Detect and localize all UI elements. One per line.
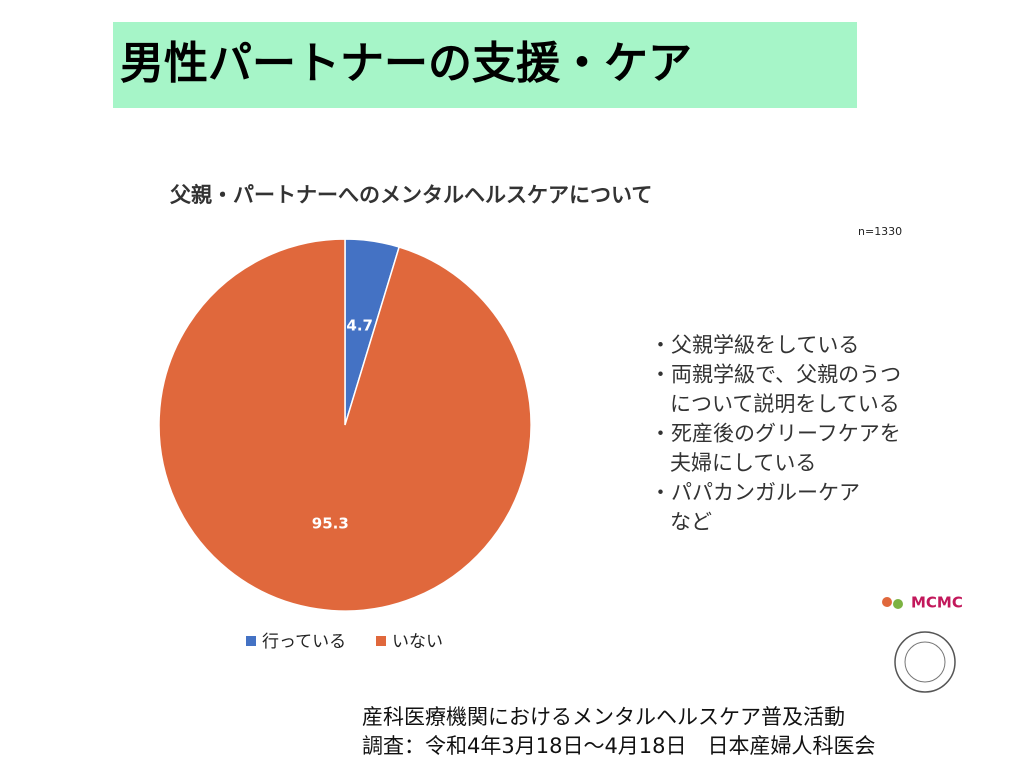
legend-label: 行っている — [262, 632, 346, 652]
footer-line: 調査：令和4年3月18日～4月18日 日本産婦人科医会 — [362, 734, 876, 758]
bullet-text: 夫婦にしている — [670, 451, 816, 475]
data-label: 4.7 — [346, 317, 373, 335]
logo-text: MCMC — [911, 594, 963, 612]
bullet-text: について説明をしている — [670, 392, 900, 416]
bullet-text: ・パパカンガルーケア — [650, 481, 860, 505]
pie-slice — [158, 238, 532, 612]
bullet-text: など — [670, 510, 712, 534]
bullet-text: ・両親学級で、父親のうつ — [650, 363, 901, 387]
slide-title: 男性パートナーの支援・ケア — [120, 38, 692, 89]
logo: MCMC — [882, 594, 963, 612]
chart-title: 父親・パートナーへのメンタルヘルスケアについて — [170, 183, 652, 207]
seal-logo — [894, 631, 956, 693]
bullet-list: ・父親学級をしている・両親学級で、父親のうつについて説明をしている・死産後のグリ… — [650, 333, 901, 534]
legend-swatch — [376, 636, 386, 646]
logo-icon — [893, 599, 903, 609]
data-label: 95.3 — [312, 514, 349, 532]
bullet-text: ・父親学級をしている — [650, 333, 859, 357]
sample-note: n=1330 — [858, 225, 902, 238]
legend-label: いない — [392, 632, 443, 652]
bullet-text: ・死産後のグリーフケアを — [650, 422, 901, 446]
logo-icon — [882, 597, 892, 607]
seal-logo — [904, 641, 946, 683]
title-band — [113, 22, 857, 108]
legend-swatch — [246, 636, 256, 646]
footer-line: 産科医療機関におけるメンタルヘルスケア普及活動 — [362, 705, 845, 729]
